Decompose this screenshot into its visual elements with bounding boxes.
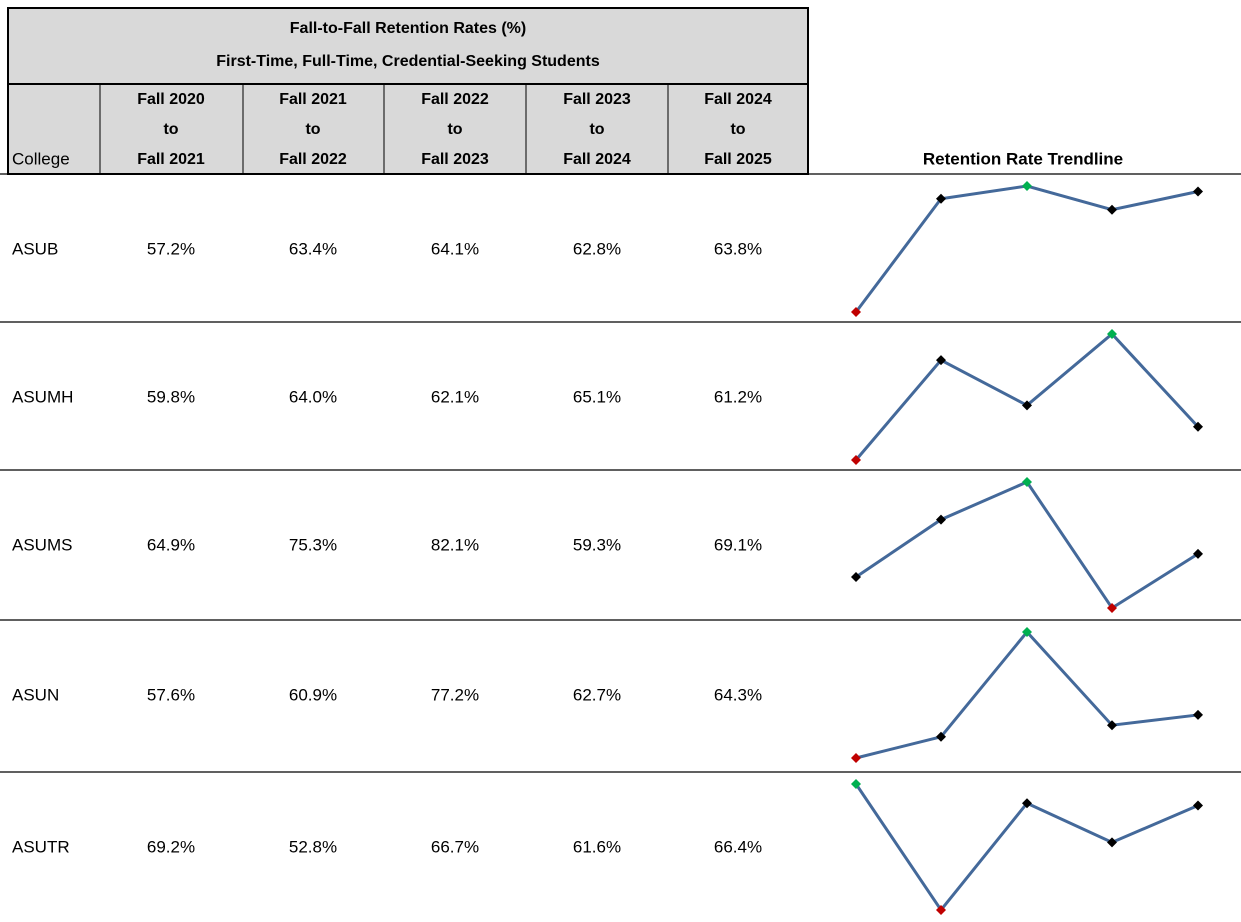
college-name: ASUN <box>12 685 59 704</box>
title-line: Fall-to-Fall Retention Rates (%) <box>290 20 526 37</box>
sparkline-marker <box>1193 186 1203 197</box>
rate-cell: 77.2% <box>431 685 479 704</box>
rate-cell: 75.3% <box>289 535 337 554</box>
header-box <box>7 7 809 175</box>
sparkline-marker <box>1193 800 1203 811</box>
column-header: Fall 2024 <box>704 91 772 108</box>
rate-cell: 63.4% <box>289 239 337 258</box>
rate-cell: 61.2% <box>714 387 762 406</box>
rate-cell: 64.9% <box>147 535 195 554</box>
column-header: Fall 2023 <box>563 91 631 108</box>
column-header: Fall 2022 <box>279 151 347 168</box>
rate-cell: 60.9% <box>289 685 337 704</box>
college-header: College <box>12 149 70 168</box>
sparkline-marker <box>1022 400 1032 411</box>
rate-cell: 57.2% <box>147 239 195 258</box>
college-name: ASUMH <box>12 387 73 406</box>
sparkline-marker <box>1193 709 1203 720</box>
sparkline <box>855 480 1199 611</box>
rate-cell: 64.0% <box>289 387 337 406</box>
sparkline <box>854 184 1199 313</box>
sparkline-marker <box>936 731 946 742</box>
rate-cell: 62.8% <box>573 239 621 258</box>
sparkline-marker <box>1022 627 1032 637</box>
sparkline-marker <box>1107 204 1117 215</box>
sparkline-marker <box>1107 329 1117 339</box>
sparkline-marker <box>1022 477 1032 487</box>
sparkline-marker <box>1022 181 1032 191</box>
column-header: to <box>730 121 745 138</box>
sparkline <box>855 629 1199 760</box>
rate-cell: 69.2% <box>147 837 195 856</box>
trend-header: Retention Rate Trendline <box>923 149 1123 168</box>
college-name: ASUB <box>12 239 58 258</box>
sparkline-marker <box>1022 798 1032 809</box>
rate-cell: 61.6% <box>573 837 621 856</box>
sparkline-marker <box>1193 421 1203 432</box>
sparkline-marker <box>936 193 946 204</box>
rate-cell: 82.1% <box>431 535 479 554</box>
rate-cell: 57.6% <box>147 685 195 704</box>
rate-cell: 66.7% <box>431 837 479 856</box>
sparkline-marker <box>1107 720 1117 731</box>
sparkline-marker <box>851 307 861 317</box>
sparkline-marker <box>851 455 861 465</box>
column-header: Fall 2024 <box>563 151 631 168</box>
rate-cell: 66.4% <box>714 837 762 856</box>
sparkline-marker <box>936 355 946 366</box>
rate-cell: 59.3% <box>573 535 621 554</box>
sparkline-marker <box>851 753 861 763</box>
column-header: to <box>447 121 462 138</box>
rate-cell: 62.1% <box>431 387 479 406</box>
column-header: to <box>305 121 320 138</box>
column-header: Fall 2021 <box>137 151 205 168</box>
column-header: Fall 2021 <box>279 91 347 108</box>
sparkline-marker <box>851 572 861 583</box>
rate-cell: 59.8% <box>147 387 195 406</box>
column-header: to <box>589 121 604 138</box>
sparkline-marker <box>1193 548 1203 559</box>
column-header: Fall 2020 <box>137 91 205 108</box>
rate-cell: 52.8% <box>289 837 337 856</box>
sparkline-marker <box>1107 603 1117 613</box>
rate-cell: 62.7% <box>573 685 621 704</box>
sparkline-marker <box>1107 837 1117 848</box>
sparkline-marker <box>936 905 946 915</box>
column-header: to <box>163 121 178 138</box>
rate-cell: 64.3% <box>714 685 762 704</box>
column-header: Fall 2022 <box>421 91 489 108</box>
college-name: ASUTR <box>12 837 70 856</box>
title-line: First-Time, Full-Time, Credential-Seekin… <box>216 53 600 70</box>
sparkline-marker <box>936 514 946 525</box>
rate-cell: 69.1% <box>714 535 762 554</box>
sparkline-marker <box>851 779 861 789</box>
column-header: Fall 2025 <box>704 151 772 168</box>
rate-cell: 63.8% <box>714 239 762 258</box>
column-header: Fall 2023 <box>421 151 489 168</box>
rate-cell: 65.1% <box>573 387 621 406</box>
rate-cell: 64.1% <box>431 239 479 258</box>
sparkline <box>854 331 1200 461</box>
college-name: ASUMS <box>12 535 72 554</box>
